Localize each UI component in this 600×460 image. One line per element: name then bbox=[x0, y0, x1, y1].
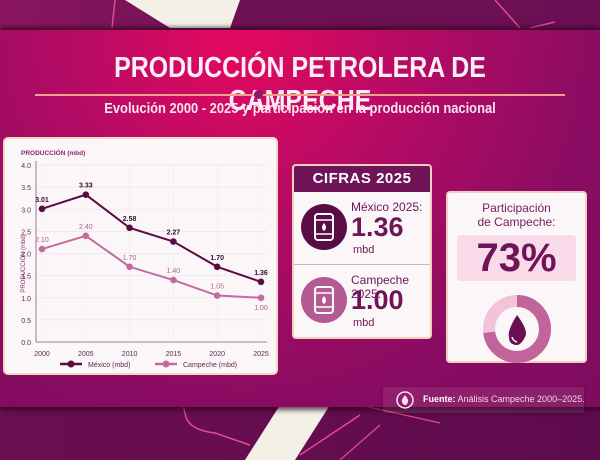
cifras-heading: CIFRAS 2025 bbox=[294, 166, 430, 192]
series-line bbox=[41, 234, 262, 299]
source-text: Fuente: Análisis Campeche 2000–2025. bbox=[423, 394, 585, 404]
decorative-shapes bbox=[111, 0, 556, 29]
oil-barrel-icon bbox=[301, 277, 347, 323]
y-tick-label: 2.0 bbox=[21, 252, 31, 259]
participation-title-line2: de Campeche: bbox=[477, 215, 556, 229]
cifra-unit: mbd bbox=[353, 317, 375, 329]
data-label: 1.70 bbox=[210, 255, 224, 262]
cifra-campeche: Campeche 2025: 1.00 mbd bbox=[294, 265, 430, 337]
divider-drop-icon bbox=[254, 90, 263, 99]
participation-card: Participación de Campeche: 73% bbox=[446, 191, 587, 363]
data-label: 1.70 bbox=[123, 255, 137, 262]
y-tick-label: 1.0 bbox=[21, 296, 31, 303]
y-tick-label: 3.0 bbox=[21, 207, 31, 214]
data-label: 1.05 bbox=[210, 284, 224, 291]
data-point bbox=[170, 276, 177, 284]
page-subtitle: Evolución 2000 - 2025 y participación en… bbox=[104, 100, 496, 117]
data-point bbox=[213, 292, 221, 299]
source-value: Análisis Campeche 2000–2025. bbox=[457, 394, 585, 404]
data-label: 1.40 bbox=[167, 268, 181, 275]
data-point bbox=[38, 205, 46, 213]
data-point bbox=[82, 191, 90, 198]
cifra-value: 1.36 bbox=[351, 212, 404, 242]
chart-title: PRODUCCIÓN (mbd) bbox=[21, 148, 85, 157]
x-tick-label: 2000 bbox=[34, 351, 50, 358]
cifra-label: México 2025: bbox=[351, 200, 423, 214]
cifras-card: CIFRAS 2025 México 2025: 1.36 mbd bbox=[292, 164, 432, 339]
x-tick-label: 2025 bbox=[253, 351, 269, 358]
production-line-chart: PRODUCCIÓN (mbd) 0.0 0.5 1.0 1.5 2.0 2.5 3.0 3.5… bbox=[20, 148, 269, 369]
x-tick-label: 2005 bbox=[78, 351, 94, 358]
cifra-value: 1.00 bbox=[351, 285, 404, 315]
data-point bbox=[82, 232, 90, 240]
oil-barrel-icon bbox=[301, 204, 347, 250]
series-line bbox=[41, 193, 262, 283]
legend-label: Campeche (mbd) bbox=[183, 362, 237, 369]
cifra-unit: mbd bbox=[353, 244, 375, 256]
y-tick-label: 0.0 bbox=[21, 340, 31, 347]
y-tick-label: 1.5 bbox=[21, 274, 31, 281]
background-top bbox=[0, 0, 600, 32]
oil-drop-icon bbox=[396, 391, 414, 409]
background-bottom bbox=[0, 405, 600, 460]
data-label: 2.10 bbox=[35, 237, 49, 244]
cifra-mexico: México 2025: 1.36 mbd bbox=[294, 192, 430, 265]
legend-label: México (mbd) bbox=[88, 362, 130, 369]
line-chart-card: PRODUCCIÓN (mbd) 0.0 0.5 1.0 1.5 2.0 2.5 3.0 3.5… bbox=[3, 137, 278, 375]
page-title: PRODUCCIÓN PETROLERA DE CAMPECHE bbox=[114, 52, 486, 117]
source-label: Fuente: bbox=[423, 394, 456, 404]
x-tick-label: 2020 bbox=[209, 351, 225, 358]
data-point bbox=[38, 245, 46, 253]
data-point bbox=[170, 238, 177, 245]
x-tick-label: 2010 bbox=[122, 351, 138, 358]
y-axis-label: PRODUCCIÓN (mbd) bbox=[20, 234, 27, 292]
participation-value: 73% bbox=[457, 235, 576, 281]
source-note: Fuente: Análisis Campeche 2000–2025. bbox=[383, 387, 585, 413]
data-label: 3.33 bbox=[79, 183, 93, 190]
data-label: 3.01 bbox=[35, 197, 49, 204]
data-label: 1.00 bbox=[254, 305, 268, 312]
decorative-shapes bbox=[182, 405, 441, 460]
participation-title: Participación de Campeche: bbox=[448, 201, 585, 229]
infographic-panel: PRODUCCIÓN PETROLERA DE CAMPECHE Evoluci… bbox=[0, 30, 600, 413]
data-point bbox=[126, 263, 133, 271]
data-point bbox=[257, 294, 265, 302]
y-tick-label: 0.5 bbox=[21, 318, 31, 325]
data-label: 2.27 bbox=[167, 230, 181, 237]
data-label: 1.36 bbox=[254, 270, 268, 277]
participation-title-line1: Participación bbox=[482, 201, 551, 215]
cifra-label: Campeche 2025: bbox=[351, 273, 410, 301]
y-tick-label: 3.5 bbox=[21, 185, 31, 192]
data-point bbox=[257, 278, 265, 286]
y-tick-label: 4.0 bbox=[21, 163, 31, 170]
x-tick-label: 2015 bbox=[166, 351, 182, 358]
data-point bbox=[126, 224, 133, 232]
data-label: 2.58 bbox=[123, 216, 137, 223]
data-point bbox=[213, 263, 221, 271]
oil-drop-icon bbox=[508, 315, 526, 345]
data-label: 2.40 bbox=[79, 224, 93, 231]
title-divider bbox=[35, 94, 565, 96]
y-tick-label: 2.5 bbox=[21, 229, 31, 236]
participation-donut-chart bbox=[483, 295, 551, 363]
